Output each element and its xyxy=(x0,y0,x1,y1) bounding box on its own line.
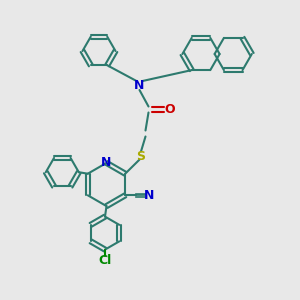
Text: O: O xyxy=(165,103,176,116)
Text: N: N xyxy=(101,156,112,170)
Text: N: N xyxy=(143,189,154,202)
Text: S: S xyxy=(136,149,146,163)
Text: Cl: Cl xyxy=(98,254,112,267)
Text: N: N xyxy=(134,79,145,92)
